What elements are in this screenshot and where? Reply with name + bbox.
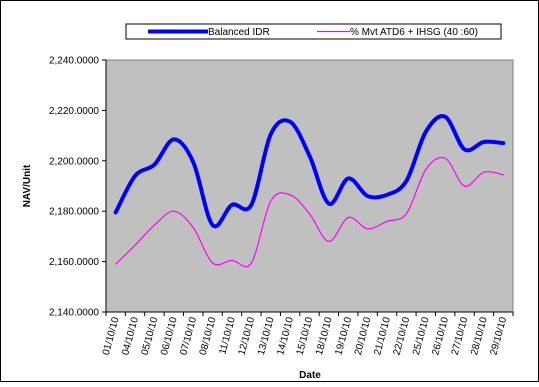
y-tick-label: 2,200.0000 <box>49 156 99 167</box>
y-tick-label: 2,240.0000 <box>49 56 99 67</box>
legend-label-balanced-idr: Balanced IDR <box>208 27 270 38</box>
y-tick-label: 2,180.0000 <box>49 207 99 218</box>
plot-area <box>105 59 514 313</box>
y-tick-label: 2,220.0000 <box>49 106 99 117</box>
y-axis-title: NAV/Unit <box>22 164 33 207</box>
series-lines <box>113 114 506 268</box>
y-axis: 2,140.0000 2,160.0000 2,180.0000 2,200.0000… <box>49 56 107 319</box>
y-tick-label: 2,140.0000 <box>49 308 99 319</box>
legend-box <box>125 23 502 40</box>
y-tick-label: 2,160.0000 <box>49 257 99 268</box>
series-line-balanced-idr <box>113 114 506 229</box>
series-line-mvt-atd6-ihsg <box>115 157 504 268</box>
x-axis-title: Date <box>299 370 321 381</box>
legend: Balanced IDR % Mvt ATD6 + IHSG (40 :60) <box>125 23 502 40</box>
legend-label-mvt-atd6-ihsg: % Mvt ATD6 + IHSG (40 :60) <box>350 27 478 38</box>
